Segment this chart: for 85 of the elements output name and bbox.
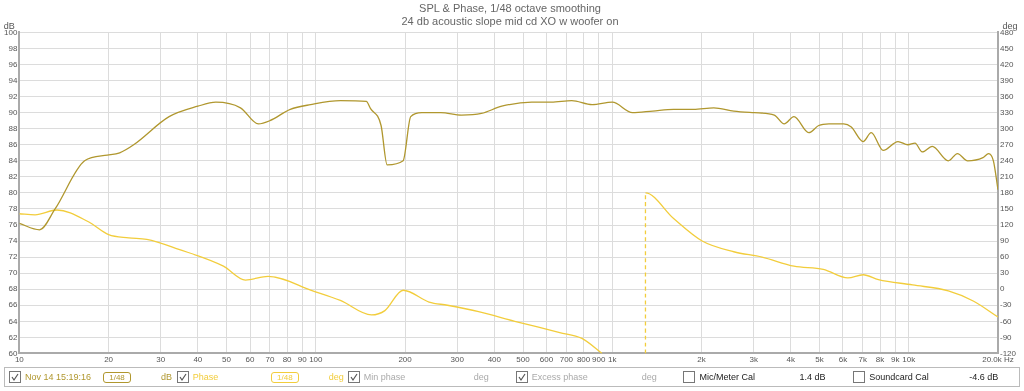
x-tick-label: 500 (516, 355, 531, 365)
text: Nov 14 15:19:16 (25, 372, 103, 382)
x-tick-label: 5k (815, 355, 825, 365)
x-tick-label: 20.0k Hz (982, 355, 1014, 365)
text: Min phase (363, 372, 407, 382)
chart-subtitle: 24 db acoustic slope mid cd XO w woofer on (401, 14, 619, 27)
text: deg (328, 372, 344, 382)
text: deg (641, 372, 657, 382)
y2-tick-label: 360 (999, 91, 1014, 101)
x-tick-label: 6k (838, 355, 849, 365)
y-tick-label: 82 (8, 172, 18, 182)
text: -4.6 dB (969, 372, 999, 382)
chart-title: SPL & Phase, 1/48 octave smoothing (419, 1, 601, 14)
y2-tick-label: 450 (999, 43, 1014, 53)
text: Soundcard Cal (869, 372, 930, 382)
y-tick-label: 80 (8, 188, 18, 198)
x-tick-label: 90 (297, 355, 308, 365)
y2-tick-label: -30 (999, 300, 1013, 310)
x-tick-label: 800 (576, 355, 591, 365)
y2-tick-label: 150 (999, 204, 1014, 214)
text: deg (473, 372, 489, 382)
y-tick-label: 64 (8, 316, 18, 326)
y2-tick-label: 90 (999, 236, 1010, 246)
y2-tick-label: 120 (999, 220, 1014, 230)
y2-tick-label: 180 (999, 188, 1014, 198)
x-tick-label: 20 (104, 355, 114, 365)
y-tick-label: 96 (8, 59, 18, 69)
x-tick-label: 8k (875, 355, 886, 365)
y-tick-label: 66 (8, 300, 18, 310)
y2-tick-label: 270 (999, 139, 1014, 149)
x-tick-label: 4k (786, 355, 796, 365)
x-tick-label: 10k (902, 355, 917, 365)
y-tick-label: 92 (8, 91, 18, 101)
x-tick-label: 80 (282, 355, 293, 365)
y2-tick-label: 0 (999, 284, 1005, 294)
x-tick-label: 200 (398, 355, 413, 365)
y-tick-label: 88 (8, 123, 18, 133)
x-tick-label: 70 (265, 355, 275, 365)
y2-tick-label: 210 (999, 172, 1014, 182)
text: Excess phase (531, 372, 589, 382)
x-tick-label: 600 (539, 355, 554, 365)
y-tick-label: 70 (8, 268, 18, 278)
x-tick-label: 60 (245, 355, 256, 365)
y-tick-label: 90 (8, 107, 18, 117)
x-tick-label: 50 (222, 355, 232, 365)
x-tick-label: 3k (749, 355, 759, 365)
y-tick-label: 98 (8, 43, 18, 53)
x-tick-label: 300 (450, 355, 465, 365)
y-tick-label: 74 (8, 236, 18, 246)
y2-tick-label: 60 (999, 252, 1010, 262)
y-tick-label: 68 (8, 284, 18, 294)
x-tick-label: 10 (14, 355, 25, 365)
x-tick-label: 40 (193, 355, 203, 365)
y-tick-label: 72 (8, 252, 18, 262)
text: dB (161, 372, 173, 382)
y2-tick-label: 30 (999, 268, 1010, 278)
text: 1/48 (103, 371, 131, 383)
y-tick-label: 76 (8, 220, 18, 230)
text: 1/48 (270, 371, 299, 383)
y-tick-label: 78 (8, 204, 18, 214)
text: Phase (192, 372, 271, 382)
x-tick-label: 100 (309, 355, 324, 365)
x-tick-label: 400 (487, 355, 502, 365)
y2-tick-label: -60 (999, 316, 1013, 326)
x-tick-label: 700 (559, 355, 574, 365)
y2-tick-label: 330 (999, 107, 1014, 117)
y-tick-label: 62 (8, 332, 18, 342)
y2-tick-label: 390 (999, 75, 1014, 85)
y-tick-label: 94 (8, 75, 18, 85)
y2-tick-label: -120 (999, 348, 1017, 358)
y2-tick-label: 420 (999, 59, 1014, 69)
x-tick-label: 30 (156, 355, 166, 365)
y-tick-label: 60 (8, 348, 18, 358)
x-tick-label: 2k (697, 355, 707, 365)
y2-tick-label: 240 (999, 156, 1014, 165)
y-tick-label: 86 (8, 139, 18, 149)
text: 1.4 dB (799, 372, 826, 382)
y2-tick-label: 300 (999, 123, 1014, 133)
y-tick-label: 84 (8, 156, 18, 165)
y2-tick-label: -90 (999, 332, 1013, 342)
x-tick-label: 900 (592, 355, 606, 365)
text: Mic/Meter Cal (699, 372, 756, 382)
x-tick-label: 9k (890, 355, 901, 365)
x-tick-label: 7k (858, 355, 869, 365)
x-tick-label: 1k (608, 355, 618, 365)
